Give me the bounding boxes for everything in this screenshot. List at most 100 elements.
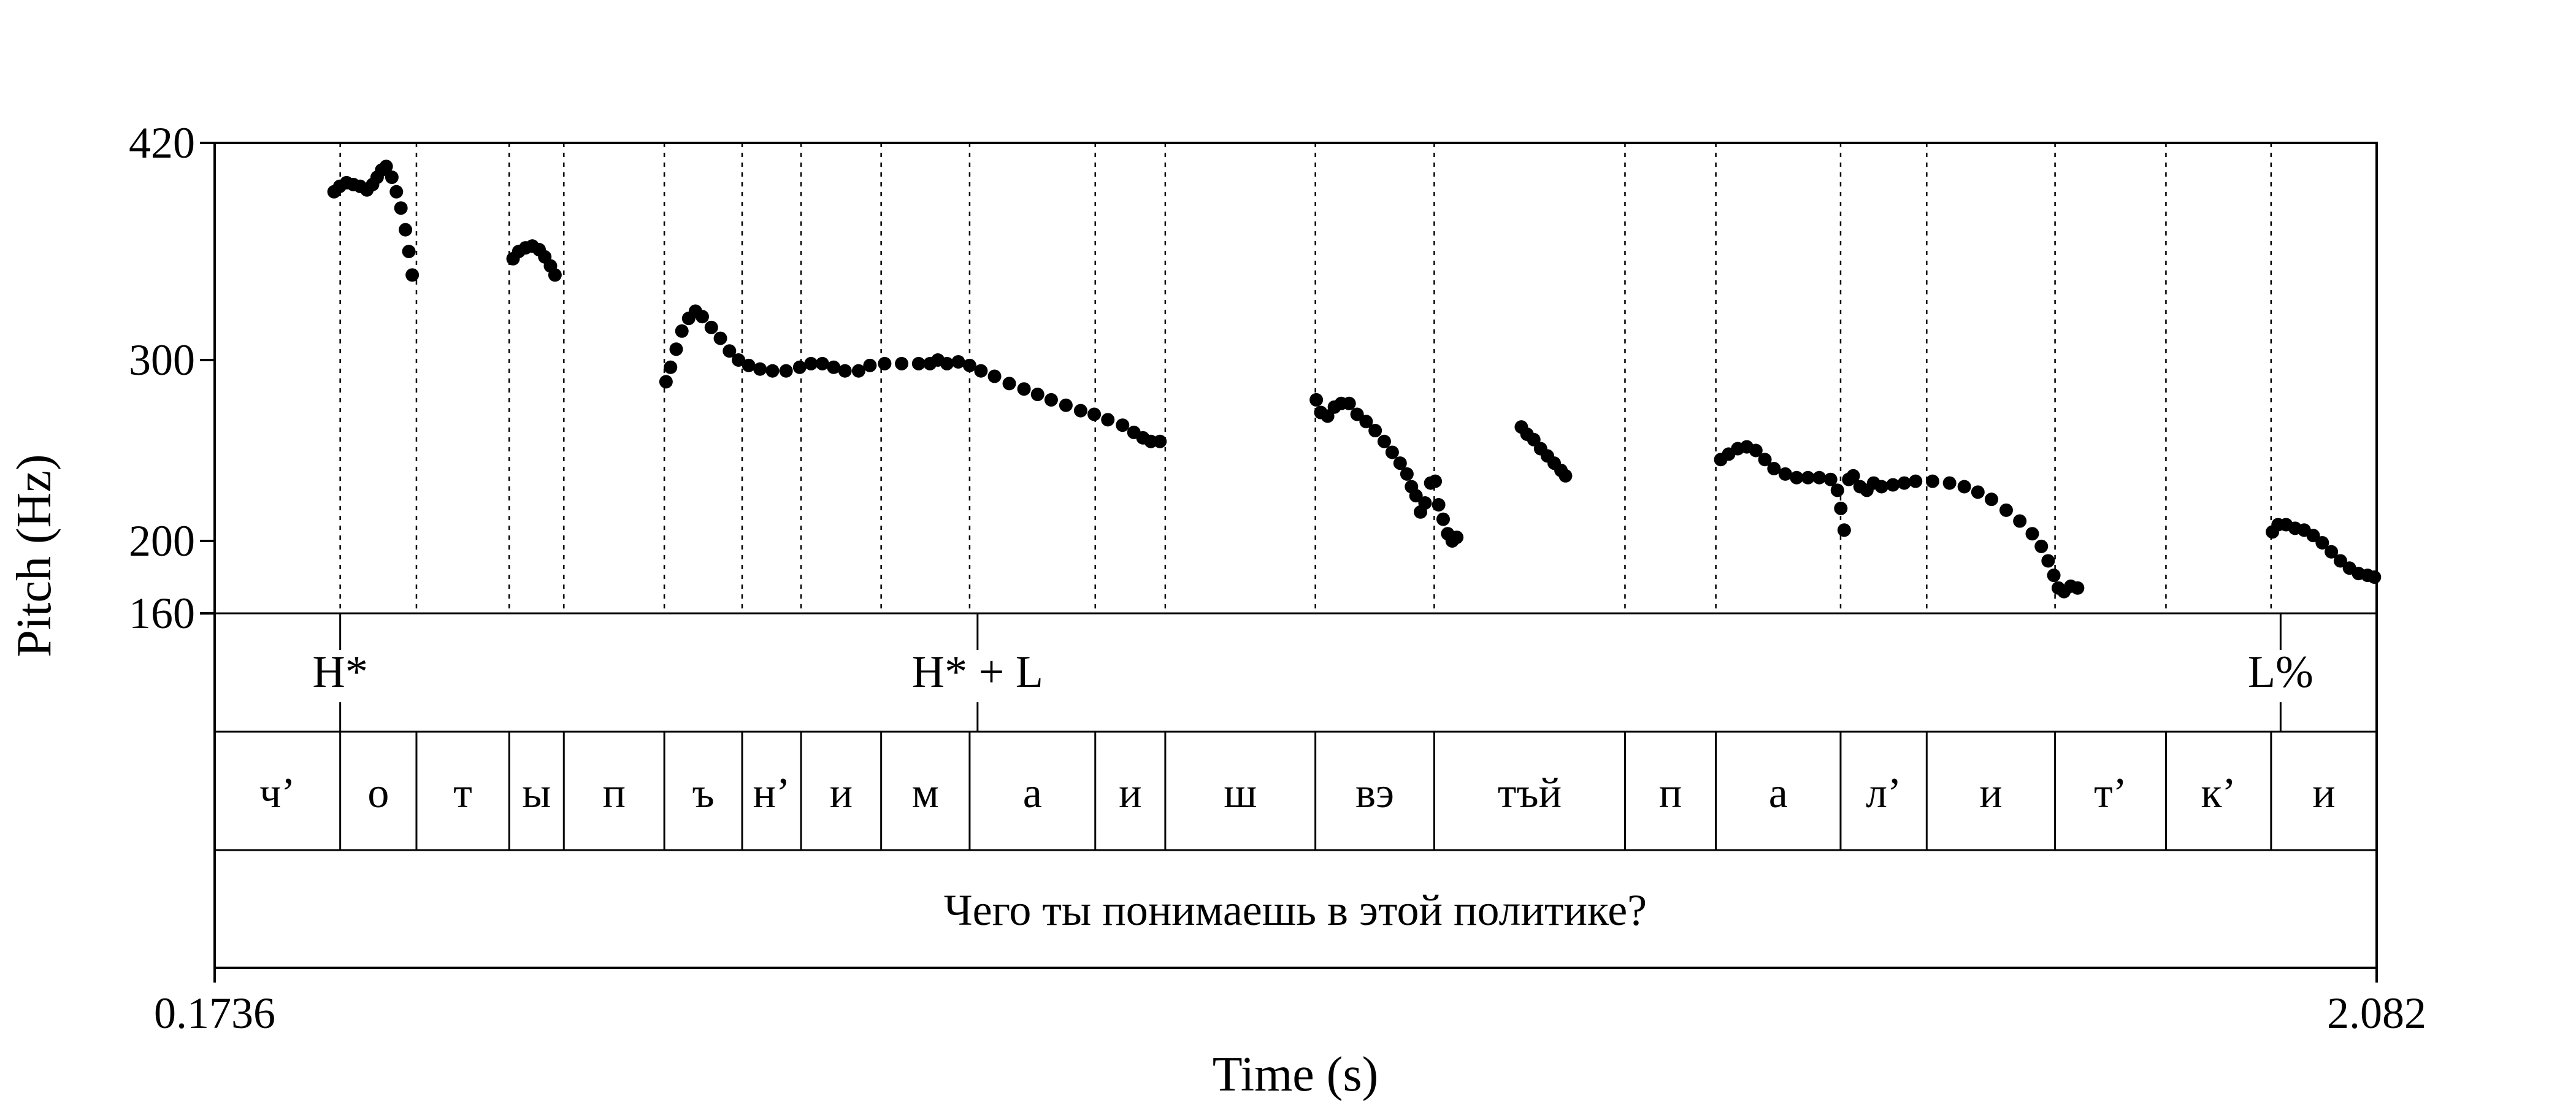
pitch-point (1830, 483, 1844, 497)
pitch-point (1432, 498, 1446, 512)
pitch-point (1823, 472, 1838, 486)
y-tick-label: 420 (129, 118, 195, 167)
pitch-point (895, 356, 909, 370)
pitch-point (1087, 407, 1102, 421)
pitch-point (1418, 496, 1432, 510)
pitch-point (2013, 514, 2027, 528)
y-tick-label: 160 (129, 589, 195, 638)
pitch-point (389, 185, 404, 199)
pitch-point (1886, 478, 1900, 492)
x-tick-label: 2.082 (2327, 989, 2426, 1038)
x-axis-label: Time (s) (1213, 1048, 1378, 1102)
pitch-point (911, 356, 926, 370)
segment-label: а (1769, 770, 1788, 817)
pitch-point (1846, 469, 1860, 483)
segment-label: л’ (1866, 770, 1901, 817)
pitch-point (974, 364, 988, 378)
pitch-point (1044, 393, 1058, 407)
segment-label: ъ (692, 770, 714, 817)
segment-label: н’ (753, 770, 791, 817)
pitch-point (1101, 413, 1115, 427)
pitch-point (863, 358, 877, 372)
tone-label: H* (312, 647, 367, 697)
pitch-point (1749, 443, 1763, 458)
pitch-point (1368, 424, 1382, 438)
pitch-point (951, 355, 965, 369)
plot-frame (213, 142, 2378, 969)
pitch-point (1942, 476, 1957, 490)
segment-label: о (367, 770, 389, 817)
pitch-point (1409, 489, 1423, 503)
pitch-point (838, 364, 852, 378)
pitch-point (1925, 474, 1939, 488)
pitch-point (1874, 480, 1888, 494)
pitch-point (1837, 523, 1851, 537)
pitch-point (827, 360, 841, 374)
pitch-point (1758, 453, 1772, 467)
y-axis-ticks: 160 200 300 420 (129, 118, 215, 638)
pitch-point (2041, 554, 2055, 568)
segment-label: вэ (1355, 770, 1394, 817)
pitch-point (2034, 539, 2049, 553)
segment-label: т’ (2094, 770, 2127, 817)
pitch-point (1909, 474, 1923, 488)
pitch-point (2367, 570, 2382, 584)
pitch-point (753, 362, 767, 376)
segment-label: а (1023, 770, 1042, 817)
pitch-point (385, 171, 399, 185)
pitch-point (704, 320, 718, 334)
segment-label: т (453, 770, 472, 817)
segment-label: ч’ (259, 770, 296, 817)
pitch-point (732, 353, 746, 367)
segment-label: п (1659, 770, 1682, 817)
pitch-point (1778, 467, 1792, 481)
pitch-point (1450, 531, 1464, 545)
pitch-point (765, 364, 780, 378)
segment-label: и (1979, 770, 2002, 817)
pitch-point (962, 358, 976, 372)
segment-label: ы (522, 770, 551, 817)
pitch-point (1377, 434, 1391, 448)
pitch-point (1359, 415, 1373, 429)
pitch-point (1400, 467, 1414, 481)
segment-label: и (2312, 770, 2335, 817)
pitch-point (742, 358, 756, 372)
pitch-point (2325, 545, 2339, 559)
pitch-point (405, 268, 420, 282)
pitch-point (940, 356, 954, 370)
segment-label: п (602, 770, 625, 817)
y-tick-label: 200 (129, 516, 195, 565)
tone-label: L% (2248, 647, 2313, 697)
segment-label: к’ (2201, 770, 2236, 817)
pitch-point (1393, 456, 1407, 470)
pitch-point (402, 245, 416, 258)
segment-label: и (830, 770, 853, 817)
pitch-points (327, 159, 2382, 599)
pitch-point (779, 364, 793, 378)
pitch-point (2306, 529, 2320, 543)
pitch-point (1436, 512, 1450, 526)
segment-label: м (912, 770, 939, 817)
pitch-point (1002, 377, 1016, 391)
pitch-point (379, 159, 393, 174)
y-tick-label: 300 (129, 335, 195, 385)
pitch-point (1999, 503, 2013, 517)
pitch-point (1812, 470, 1827, 485)
pitch-point (987, 369, 1002, 383)
pitch-point (1153, 434, 1167, 448)
x-tick-label: 0.1736 (154, 989, 275, 1038)
pitch-point (399, 223, 413, 237)
pitch-point (1767, 462, 1781, 475)
annotation-tiers: ч’ о т ы п ъ н’ и м а и ш вэ тъй п а л’ и т’ к’ и H* H* + L L% (259, 613, 2336, 817)
pitch-point (2071, 581, 2085, 595)
pitch-point (1059, 398, 1073, 412)
pitch-point (1558, 469, 1573, 483)
pitch-point (695, 310, 709, 324)
pitch-point (878, 356, 892, 370)
pitch-point (815, 356, 829, 370)
pitch-point (1030, 388, 1045, 402)
pitch-point (792, 360, 807, 374)
pitch-point (2333, 554, 2347, 568)
pitch-point (1350, 407, 1364, 421)
